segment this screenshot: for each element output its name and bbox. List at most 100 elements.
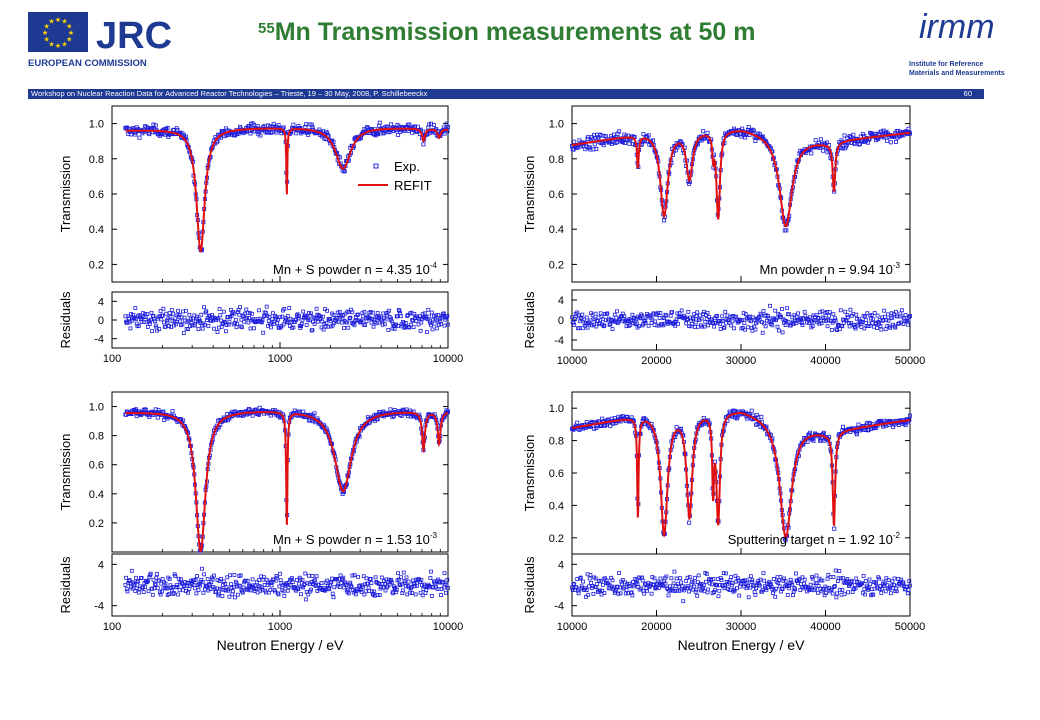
exp-point xyxy=(399,413,404,418)
exp-point xyxy=(396,132,401,137)
y-tick-label: 0.6 xyxy=(549,189,564,201)
residual-point xyxy=(158,590,162,595)
residual-point xyxy=(219,318,223,323)
residual-point xyxy=(735,576,740,581)
residual-point xyxy=(642,591,647,596)
workshop-bar: Workshop on Nuclear Reaction Data for Ad… xyxy=(28,89,984,99)
residual-point xyxy=(818,310,823,315)
y-tick-label: 0.8 xyxy=(89,154,104,166)
residual-point xyxy=(281,589,286,594)
residual-point xyxy=(219,576,223,581)
residual-point xyxy=(308,313,313,318)
residual-point xyxy=(723,309,728,314)
residual-point xyxy=(674,576,679,581)
residual-point xyxy=(434,313,439,318)
exp-point xyxy=(783,538,788,543)
residual-point xyxy=(424,588,429,593)
residual-point xyxy=(787,586,792,591)
residual-point xyxy=(890,315,895,320)
residual-point xyxy=(570,585,574,590)
residual-point xyxy=(890,579,895,584)
residual-point xyxy=(663,312,668,317)
residual-point xyxy=(224,585,229,590)
residual-point xyxy=(180,322,185,327)
residual-point xyxy=(908,314,912,318)
residual-point xyxy=(860,581,865,586)
residual-point xyxy=(200,566,204,571)
residual-point xyxy=(136,590,141,595)
residual-point xyxy=(189,320,194,325)
residual-point xyxy=(672,569,677,574)
residual-point xyxy=(671,581,676,586)
residual-point xyxy=(356,312,360,317)
y-tick-label: 0.8 xyxy=(549,436,564,448)
residual-point xyxy=(128,326,133,331)
residual-point xyxy=(874,326,879,331)
residual-point xyxy=(656,310,661,315)
y-tick-label: 0 xyxy=(558,315,564,327)
residual-point xyxy=(287,306,292,311)
residual-point xyxy=(696,580,700,585)
residual-point xyxy=(584,315,589,320)
residual-point xyxy=(831,312,836,317)
exp-point xyxy=(143,407,148,412)
eu-star: ★ xyxy=(55,42,61,50)
residuals-ylabel: Residuals xyxy=(522,556,537,614)
residual-point xyxy=(845,313,850,318)
residual-point xyxy=(615,309,619,314)
x-tick-label: 40000 xyxy=(810,355,841,367)
residual-point xyxy=(257,578,261,582)
residual-point xyxy=(901,580,906,585)
exp-point xyxy=(247,124,252,129)
residual-point xyxy=(748,585,753,590)
y-tick-label: 0.8 xyxy=(89,431,104,443)
exp-point xyxy=(646,133,651,138)
residual-point xyxy=(711,577,716,581)
residual-point xyxy=(295,586,300,591)
x-tick-label: 20000 xyxy=(641,621,672,633)
residual-point xyxy=(692,584,697,589)
exp-point xyxy=(312,411,317,416)
eu-star: ★ xyxy=(66,23,72,31)
residual-point xyxy=(350,573,355,578)
residual-point xyxy=(700,324,705,329)
residual-point xyxy=(860,320,865,325)
residual-point xyxy=(320,314,325,319)
residual-point xyxy=(405,313,410,318)
refit-curve xyxy=(572,129,911,228)
residual-point xyxy=(684,321,688,326)
residual-point xyxy=(696,573,701,578)
residual-point xyxy=(816,590,820,595)
residual-point xyxy=(204,309,209,314)
residual-point xyxy=(346,325,351,330)
residual-point xyxy=(229,307,233,312)
residual-point xyxy=(733,573,738,578)
residual-point xyxy=(671,588,675,593)
residual-point xyxy=(646,323,651,328)
residual-point xyxy=(670,310,674,314)
exp-point xyxy=(161,409,166,414)
exp-point xyxy=(732,408,737,413)
y-tick-label: 1.0 xyxy=(89,402,104,414)
residual-point xyxy=(589,323,594,328)
residual-point xyxy=(598,588,602,593)
residual-point xyxy=(271,319,276,324)
residual-point xyxy=(751,583,756,588)
residual-point xyxy=(872,311,877,315)
transmission-ylabel: Transmission xyxy=(58,434,73,511)
exp-point xyxy=(804,150,809,155)
residual-point xyxy=(578,576,582,581)
residual-point xyxy=(704,571,709,576)
residual-point xyxy=(832,584,837,589)
exp-point xyxy=(888,140,893,145)
residual-point xyxy=(384,585,389,590)
residual-point xyxy=(160,313,165,318)
residual-point xyxy=(674,317,679,322)
residual-point xyxy=(344,320,349,325)
residual-point xyxy=(356,574,360,579)
residual-point xyxy=(691,580,696,585)
residual-point xyxy=(396,324,401,329)
residual-point xyxy=(685,317,689,322)
residual-point xyxy=(301,585,306,590)
transmission-ylabel: Transmission xyxy=(58,156,73,233)
